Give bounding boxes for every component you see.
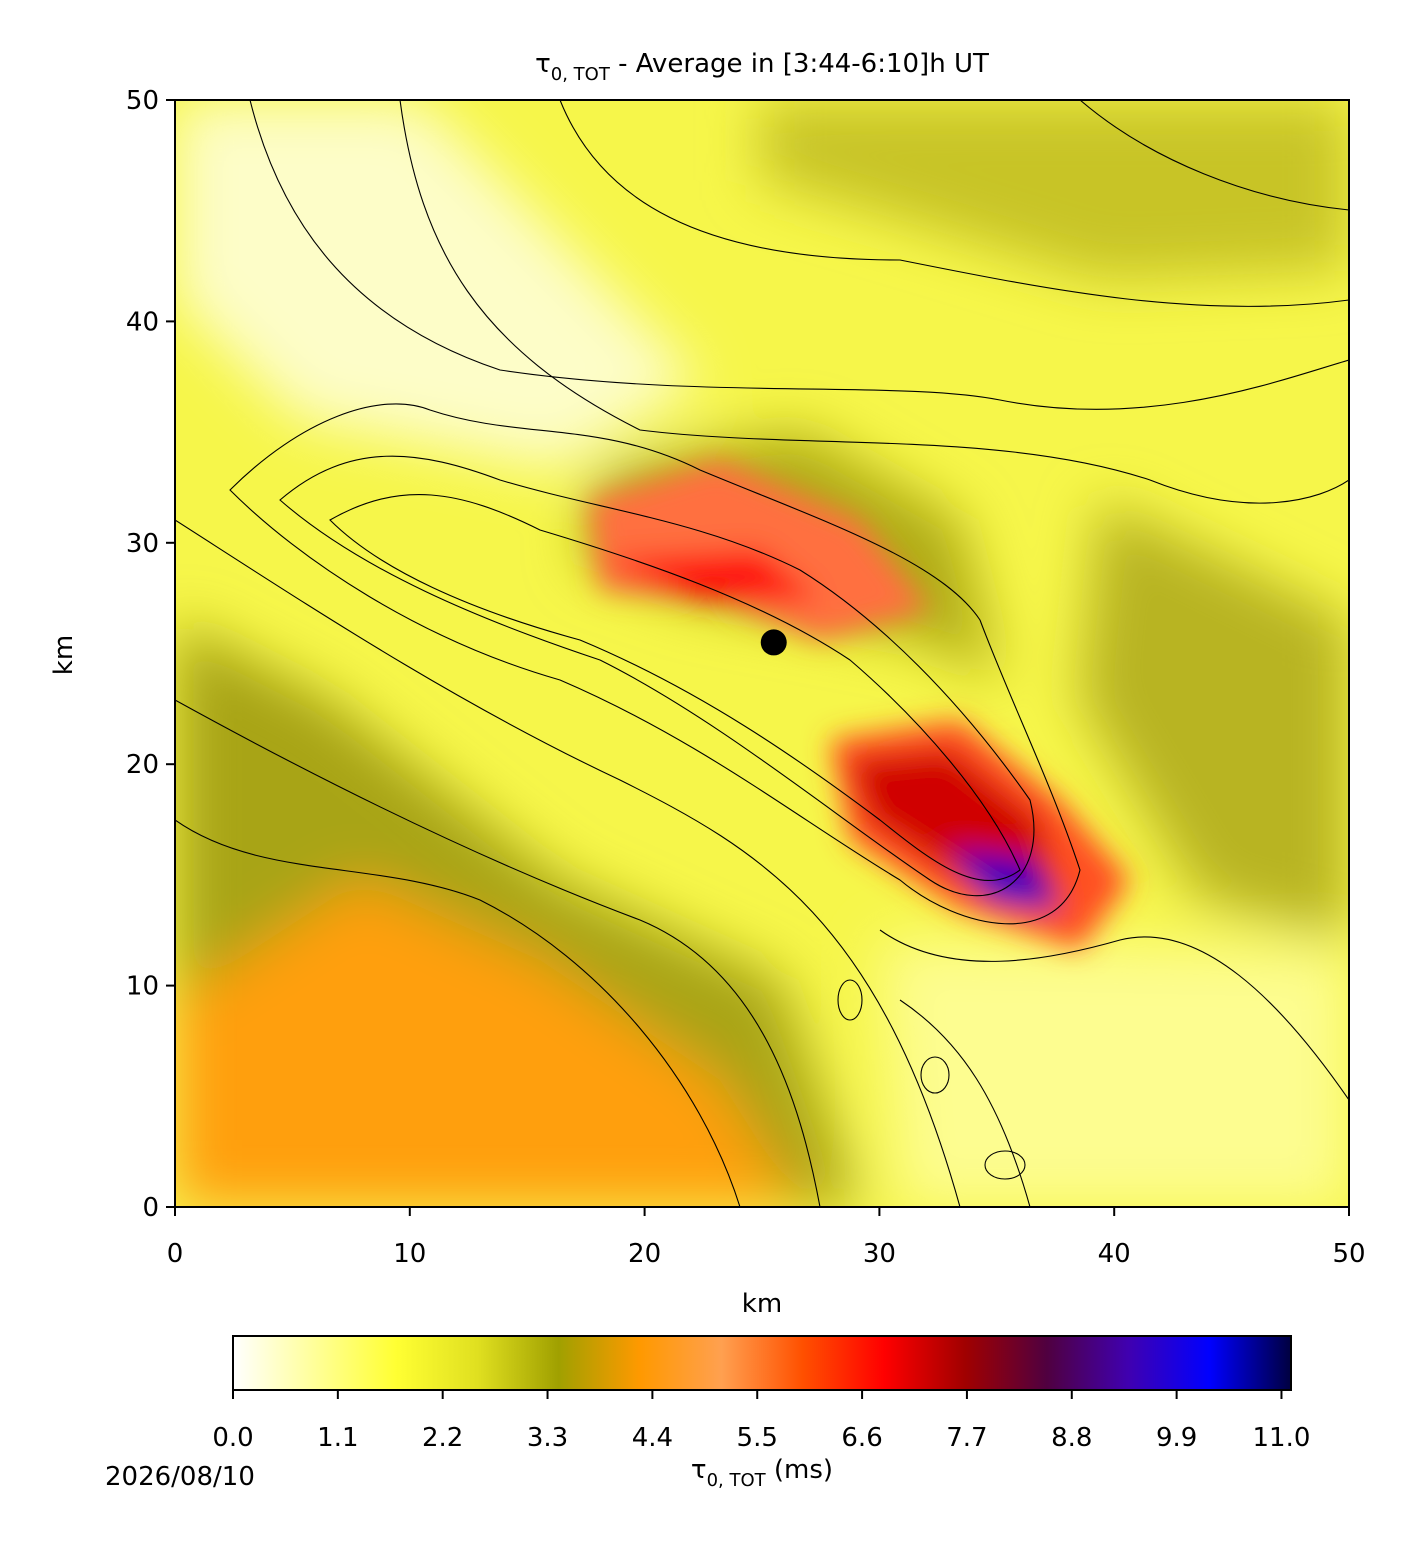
x-tick-label: 50 bbox=[1332, 1239, 1365, 1269]
date: 2026/08/10 bbox=[105, 1462, 255, 1492]
colorbar-tick-label: 4.4 bbox=[632, 1423, 673, 1453]
x-tick-label: 30 bbox=[863, 1239, 896, 1269]
cbar-symbol: τ bbox=[691, 1455, 707, 1485]
axes-frame bbox=[174, 99, 1350, 1208]
y-axis-label: km bbox=[49, 635, 79, 675]
colorbar-label: τ0, TOT (ms) bbox=[691, 1455, 833, 1491]
colorbar-tick-label: 9.9 bbox=[1156, 1423, 1197, 1453]
colorbar-tick-label: 6.6 bbox=[841, 1423, 882, 1453]
y-tick-label: 20 bbox=[126, 750, 159, 780]
cbar-subscript: 0, TOT bbox=[707, 1470, 767, 1491]
x-tick-label: 20 bbox=[628, 1239, 661, 1269]
title-subscript: 0, TOT bbox=[551, 64, 611, 85]
y-tick-label: 50 bbox=[126, 86, 159, 116]
title-text: - Average in [3:44-6:10]h UT bbox=[610, 49, 989, 79]
marker bbox=[760, 629, 787, 656]
colorbar-tick-label: 5.5 bbox=[737, 1423, 778, 1453]
title-symbol: τ bbox=[535, 49, 551, 79]
colorbar-tick-label: 0.0 bbox=[212, 1423, 253, 1453]
colorbar-tick-label: 3.3 bbox=[527, 1423, 568, 1453]
x-tick-label: 10 bbox=[393, 1239, 426, 1269]
colorbar-tick-label: 11.0 bbox=[1253, 1423, 1311, 1453]
y-tick-label: 0 bbox=[142, 1193, 159, 1223]
x-tick-label: 0 bbox=[167, 1239, 184, 1269]
cbar-text: (ms) bbox=[766, 1455, 833, 1485]
colorbar-tick-label: 7.7 bbox=[946, 1423, 987, 1453]
contours bbox=[175, 100, 1349, 1207]
field bbox=[175, 100, 1349, 1207]
x-axis-label: km bbox=[742, 1289, 782, 1319]
chart-title: τ0, TOT - Average in [3:44-6:10]h UT bbox=[535, 49, 989, 85]
colorbar-tick-label: 2.2 bbox=[422, 1423, 463, 1453]
colorbar bbox=[232, 1335, 1292, 1391]
y-tick-label: 30 bbox=[126, 529, 159, 559]
y-tick-label: 40 bbox=[126, 307, 159, 337]
colorbar-tick-label: 1.1 bbox=[317, 1423, 358, 1453]
x-tick-label: 40 bbox=[1098, 1239, 1131, 1269]
y-tick-label: 10 bbox=[126, 972, 159, 1002]
colorbar-tick-label: 8.8 bbox=[1051, 1423, 1092, 1453]
